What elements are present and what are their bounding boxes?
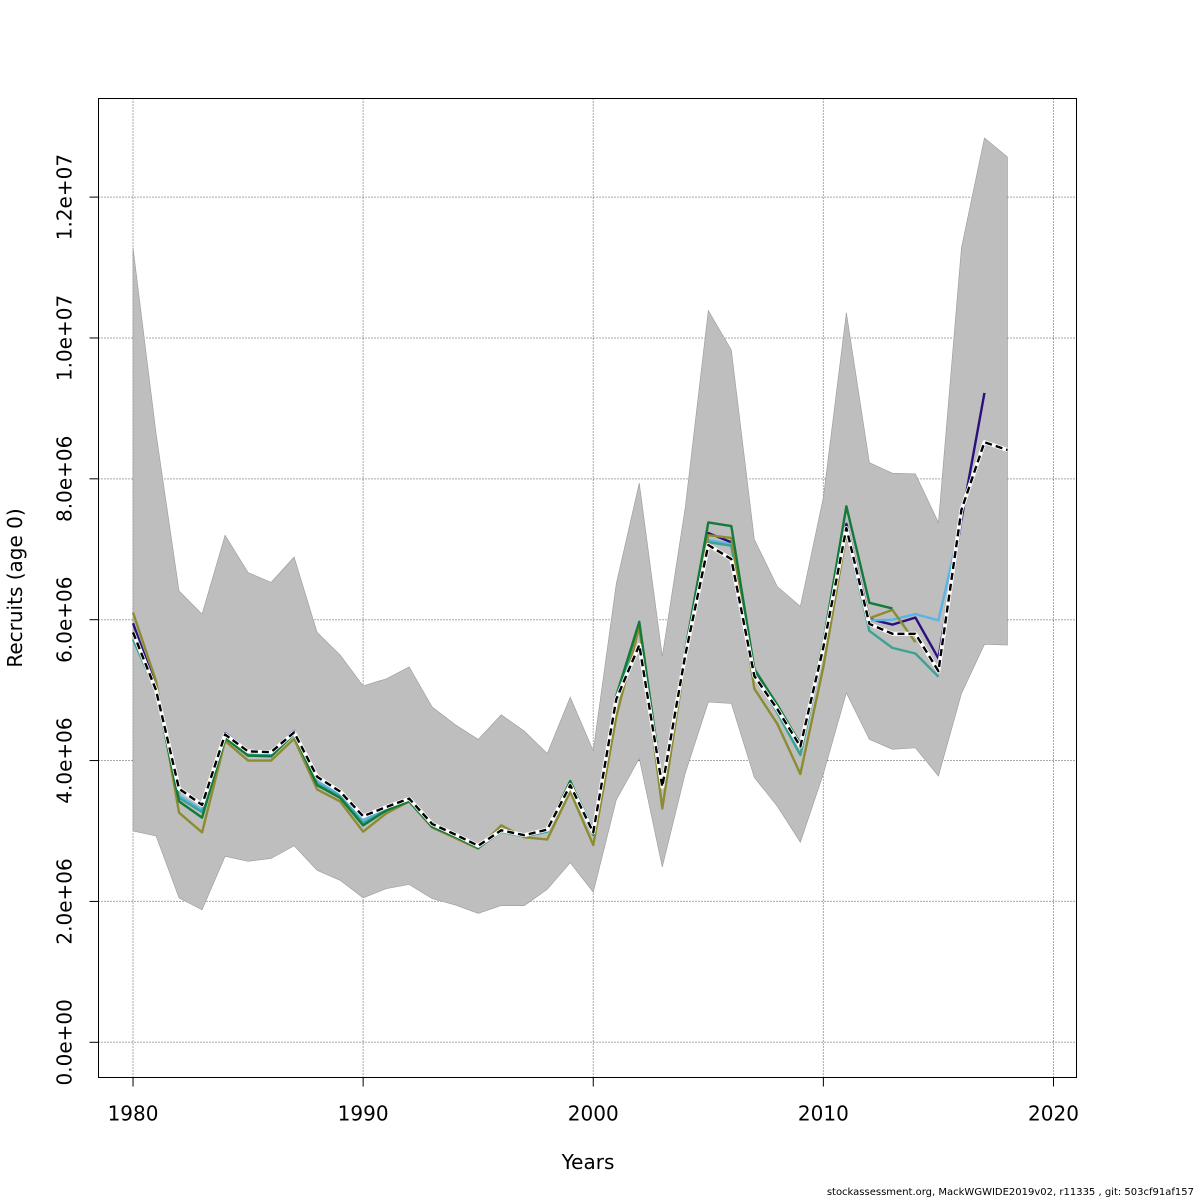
footer-credit: stockassessment.org, MackWGWIDE2019v02, … [826, 1187, 1194, 1198]
series-line-base-run [131, 441, 1008, 847]
y-tick-label-6.0e+06: 6.0e+06 [53, 577, 77, 663]
series-line-retro--4 [131, 532, 917, 850]
confidence-band-layer [132, 137, 1008, 914]
series-layer [131, 392, 1009, 850]
y-tick-label-8.0e+06: 8.0e+06 [53, 436, 77, 522]
y-tick-label-2.0e+06: 2.0e+06 [53, 858, 77, 944]
y-tick-label-1.2e+07: 1.2e+07 [53, 154, 77, 240]
x-tick-label-2010: 2010 [798, 1102, 849, 1126]
axes-layer: 1980 1990 2000 2010 2020 0.0e+00 2.0e+06 4.0e+0… [53, 154, 1079, 1126]
x-tick-label-1990: 1990 [338, 1102, 389, 1126]
x-tick-label-2000: 2000 [568, 1102, 619, 1126]
plot-frame [98, 98, 1077, 1078]
x-tick-label-1980: 1980 [108, 1102, 159, 1126]
x-tick-label-2020: 2020 [1028, 1102, 1079, 1126]
y-axis-title: Recruits (age 0) [3, 508, 27, 667]
confidence-band [132, 137, 1008, 914]
x-axis-title: Years [561, 1150, 615, 1174]
y-tick-label-0.0e+00: 0.0e+00 [53, 999, 77, 1085]
y-tick-label-4.0e+06: 4.0e+06 [53, 717, 77, 803]
y-tick-label-1.0e+07: 1.0e+07 [53, 295, 77, 381]
